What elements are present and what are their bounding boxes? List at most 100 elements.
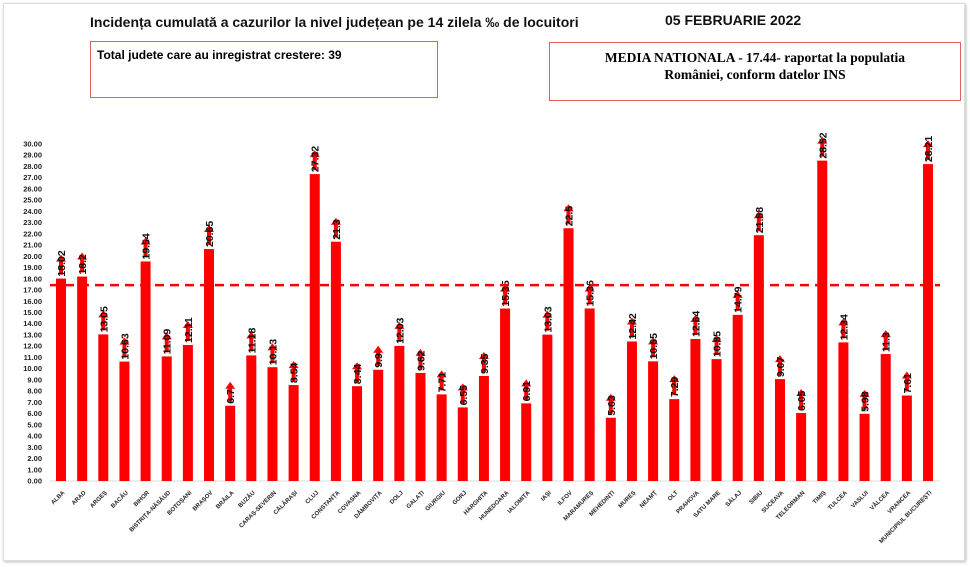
bar (690, 339, 701, 481)
data-label: 12.64 (690, 311, 702, 337)
y-tick-label: 1.00 (27, 465, 42, 474)
data-label: 12.34 (838, 314, 850, 340)
data-label: 15.36 (585, 280, 597, 306)
up-arrow-icon (394, 321, 405, 342)
y-tick-label: 4.00 (27, 432, 42, 441)
up-arrow-icon (77, 252, 88, 273)
x-tick-label: VÂLCEA (869, 489, 892, 512)
total-counties-box: Total judete care au inregistrat crester… (90, 41, 438, 98)
y-tick-label: 28.00 (23, 162, 42, 171)
bar (182, 344, 193, 481)
data-label: 7.29 (669, 377, 681, 398)
up-arrow-icon (330, 217, 341, 238)
data-label: 19.54 (141, 233, 153, 259)
data-label: 11.3 (881, 332, 893, 352)
data-label: 7.71 (437, 372, 449, 393)
y-tick-label: 27.00 (23, 173, 42, 182)
data-label: 9.07 (775, 357, 787, 378)
bar (605, 417, 616, 481)
up-arrow-icon (267, 343, 278, 364)
up-arrow-icon (563, 204, 574, 225)
bar (563, 228, 574, 481)
data-label: 28.52 (817, 132, 829, 158)
x-tick-label: ILFOV (557, 490, 574, 507)
bar (288, 385, 299, 481)
bar (838, 342, 849, 481)
y-tick-label: 0.00 (27, 477, 42, 486)
data-label: 11.09 (162, 329, 174, 355)
bar (859, 413, 870, 481)
y-tick-label: 7.00 (27, 398, 42, 407)
x-tick-label: ALBA (50, 490, 66, 506)
y-tick-label: 26.00 (23, 184, 42, 193)
y-tick-label: 25.00 (23, 196, 42, 205)
x-tick-label: GALAȚI (406, 490, 426, 510)
bar (225, 405, 236, 481)
y-tick-label: 21.00 (23, 241, 42, 250)
x-tick-label: CLUJ (305, 490, 320, 505)
up-arrow-icon (119, 337, 130, 358)
x-tick-label: TULCEA (827, 490, 849, 512)
bar (436, 394, 447, 481)
up-arrow-icon (859, 389, 870, 410)
up-arrow-icon (923, 140, 933, 161)
data-label: 6.91 (521, 381, 533, 402)
data-label: 10.65 (648, 333, 660, 359)
bar (394, 345, 405, 481)
data-label: 13.05 (98, 306, 110, 332)
bar (140, 261, 151, 481)
x-tick-label: SIBIU (749, 490, 765, 506)
bar (373, 369, 384, 481)
data-label: 10.63 (119, 333, 131, 359)
y-tick-label: 5.00 (27, 420, 42, 429)
data-label: 7.61 (902, 373, 914, 394)
y-tick-label: 22.00 (23, 229, 42, 238)
bar (161, 356, 172, 481)
chart-date: 05 FEBRUARIE 2022 (665, 12, 802, 28)
national-average-box: MEDIA NATIONALA - 17.44- raportat la pop… (549, 42, 961, 101)
up-arrow-icon (161, 332, 172, 353)
x-tick-label: BACĂU (110, 489, 130, 509)
data-label: 11.18 (246, 328, 258, 354)
data-label: 6.7 (225, 389, 237, 404)
y-tick-label: 11.00 (24, 353, 42, 362)
data-label: 18.02 (56, 250, 68, 276)
up-arrow-icon (796, 389, 807, 410)
up-arrow-icon (626, 317, 637, 338)
bar (753, 235, 764, 481)
bar (246, 355, 257, 481)
data-label: 5.63 (606, 395, 618, 416)
y-tick-label: 3.00 (27, 443, 42, 452)
bar (521, 403, 532, 481)
up-arrow-icon (648, 337, 659, 358)
data-label: 12.42 (627, 313, 639, 339)
up-arrow-icon (457, 383, 468, 404)
up-arrow-icon (542, 310, 553, 331)
y-tick-label: 13.00 (23, 330, 42, 339)
x-tick-label: NEAMȚ (639, 490, 659, 510)
y-tick-label: 15.00 (23, 308, 42, 317)
up-arrow-icon (732, 290, 743, 311)
bar (774, 379, 785, 481)
up-arrow-icon (352, 362, 363, 383)
national-average-line2: României, conform datelor INS (664, 67, 846, 82)
data-label: 9.9 (373, 353, 385, 368)
bar (584, 308, 595, 481)
y-tick-label: 16.00 (23, 297, 42, 306)
y-tick-label: 6.00 (27, 409, 42, 418)
y-tick-label: 10.00 (23, 364, 42, 373)
up-arrow-icon (436, 370, 447, 391)
bar (817, 160, 828, 481)
up-arrow-icon (500, 284, 511, 305)
x-tick-label: CARAȘ-SEVERIN (239, 490, 278, 529)
y-tick-label: 23.00 (23, 218, 42, 227)
x-tick-label: GORJ (452, 490, 468, 506)
bar (500, 308, 511, 481)
x-tick-label: OLT (667, 490, 680, 503)
bar (901, 395, 912, 481)
bar (457, 407, 468, 481)
data-label: 12.03 (394, 317, 406, 343)
up-arrow-icon (225, 381, 236, 402)
y-tick-label: 24.00 (23, 207, 42, 216)
